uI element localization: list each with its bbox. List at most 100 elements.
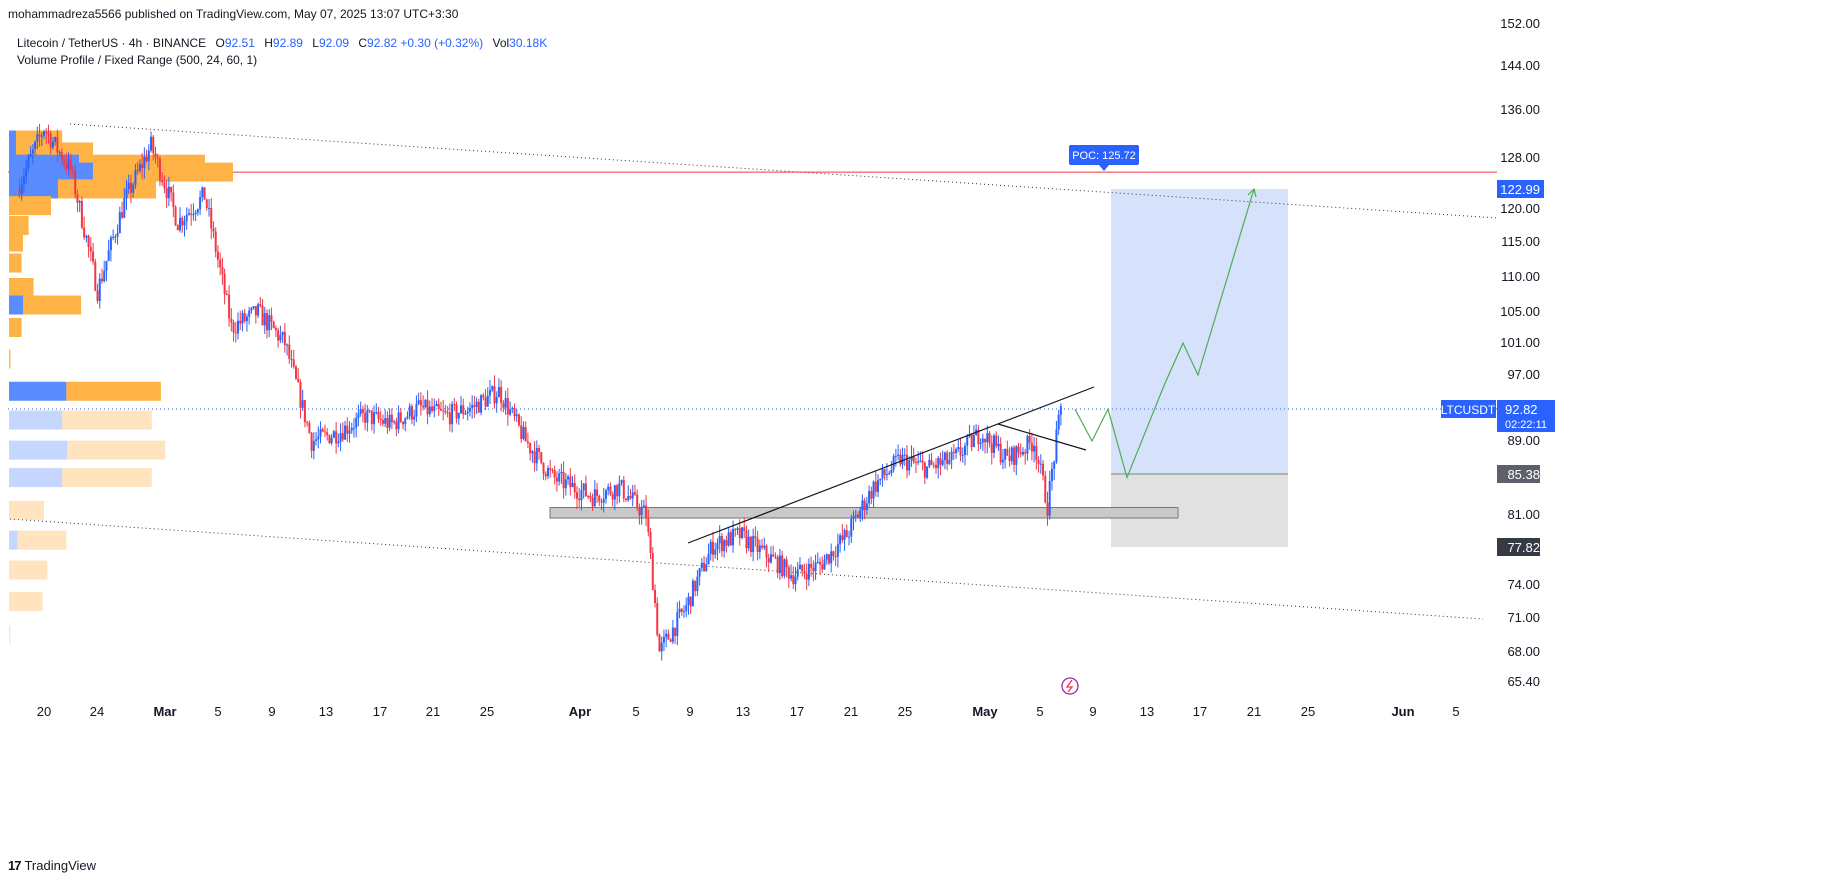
candle-body <box>397 412 400 430</box>
candle-body <box>100 278 103 282</box>
candle-body <box>40 135 43 137</box>
candle-body <box>393 421 396 423</box>
candle-body <box>85 236 88 238</box>
candle-body <box>593 489 596 507</box>
candle-body <box>214 231 217 252</box>
candle-body <box>901 454 904 465</box>
candle-body <box>649 531 652 554</box>
candle-body <box>36 134 39 142</box>
candle-body <box>170 186 173 193</box>
candle-body <box>243 313 246 322</box>
candle-body <box>754 536 757 539</box>
candle-body <box>1013 447 1016 465</box>
legend-line-ohlc: Litecoin / TetherUS · 4h · BINANCE O92.5… <box>17 35 547 52</box>
candle-body <box>859 510 862 518</box>
candle-body <box>908 459 911 471</box>
target-zone <box>1111 189 1288 474</box>
candle-body <box>1053 461 1056 469</box>
last-price-bg <box>1497 400 1555 432</box>
candle-body <box>591 497 594 507</box>
candle-body <box>112 236 115 238</box>
y-tick-label: 128.00 <box>1500 150 1540 165</box>
candle-body <box>937 458 940 469</box>
candle-body <box>194 212 197 215</box>
vp-up-bar <box>9 179 58 199</box>
candle-body <box>482 395 485 398</box>
candle-body <box>774 556 777 558</box>
candle-body <box>364 412 367 423</box>
candle-body <box>1017 446 1020 453</box>
vp-up-bar <box>9 142 16 162</box>
x-tick-label: 21 <box>426 704 440 719</box>
candle-body <box>707 553 710 565</box>
candle-body <box>390 414 393 423</box>
open-value: 92.51 <box>224 36 255 50</box>
candle-body <box>758 545 761 552</box>
candle-body <box>827 554 830 564</box>
candle-body <box>455 404 458 419</box>
indicator-label[interactable]: Volume Profile / Fixed Range (500, 24, 6… <box>17 53 258 67</box>
candle-body <box>58 152 61 154</box>
candle-body <box>776 557 779 574</box>
candle-body <box>54 137 57 142</box>
candle-body <box>346 425 349 434</box>
x-tick-label: 5 <box>1452 704 1459 719</box>
candle-body <box>310 433 313 451</box>
candle-body <box>843 530 846 540</box>
candle-body <box>241 313 244 324</box>
candle-body <box>404 418 407 425</box>
candle-body <box>69 159 72 171</box>
x-tick-label: Mar <box>153 704 176 719</box>
vp-down-bar <box>9 253 22 273</box>
candle-body <box>1033 445 1036 452</box>
candle-body <box>814 562 817 572</box>
candle-body <box>294 366 297 379</box>
candle-body <box>464 413 467 415</box>
candle-body <box>549 468 552 470</box>
candle-body <box>484 397 487 407</box>
candle-body <box>919 460 922 462</box>
lightning-bolt <box>1065 679 1074 693</box>
candle-body <box>18 188 21 195</box>
candle-body <box>941 460 944 465</box>
candle-body <box>187 213 190 216</box>
vp-down-bar <box>9 349 11 369</box>
close-value: 92.82 <box>367 36 398 50</box>
y-tick-label: 110.00 <box>1501 269 1540 284</box>
candle-body <box>910 456 913 460</box>
candle-body <box>270 315 273 322</box>
close-label: C <box>358 36 368 50</box>
candle-body <box>868 491 871 504</box>
poc-label: POC: 125.72 <box>1072 150 1136 162</box>
candle-body <box>709 541 712 554</box>
projection-path <box>1074 188 1255 480</box>
vp-down-bar <box>9 232 23 252</box>
candle-body <box>451 404 454 425</box>
x-tick-label: 9 <box>686 704 693 719</box>
candle-body <box>185 215 188 221</box>
candle-body <box>810 563 813 568</box>
candle-body <box>1039 463 1042 465</box>
candle-body <box>839 535 842 545</box>
candle-body <box>602 498 605 503</box>
candle-body <box>138 164 141 171</box>
candle-body <box>74 170 77 195</box>
candle-body <box>183 220 186 226</box>
vp-up-bar <box>9 295 23 315</box>
candle-body <box>415 403 418 417</box>
candle-body <box>531 451 534 454</box>
candle-body <box>640 507 643 516</box>
candle-body <box>422 405 425 408</box>
candle-body <box>678 608 681 613</box>
candle-body <box>747 536 750 549</box>
candle-body <box>279 335 282 341</box>
x-tick-label: 21 <box>1247 704 1261 719</box>
candle-body <box>502 403 505 408</box>
candle-body <box>863 500 866 511</box>
candle-body <box>578 498 581 501</box>
chart-legend: Litecoin / TetherUS · 4h · BINANCE O92.5… <box>17 35 547 69</box>
rising-trend-line <box>687 386 1095 544</box>
candle-body <box>642 505 645 508</box>
symbol-title[interactable]: Litecoin / TetherUS · 4h · BINANCE <box>17 36 207 50</box>
